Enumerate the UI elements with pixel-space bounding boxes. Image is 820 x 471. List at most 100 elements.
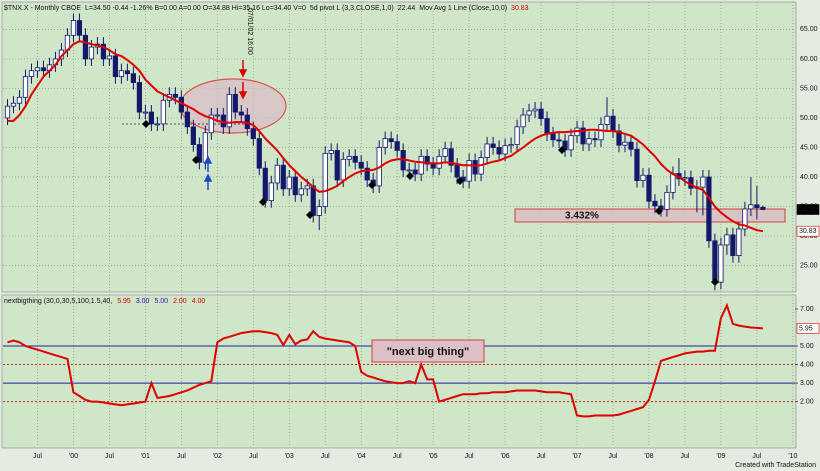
x-tick-label: Jul (321, 453, 330, 460)
candle-body (484, 143, 490, 158)
red-arrows (238, 60, 248, 100)
candle-body (634, 148, 640, 181)
candle-body (136, 82, 142, 113)
support-label: 3.432% (565, 211, 599, 222)
x-tick-label: Jul (393, 453, 402, 460)
y-tick-label: 45.00 (800, 144, 818, 151)
candle-body (754, 204, 760, 209)
price-marker (796, 323, 820, 334)
candle-body (22, 76, 29, 98)
x-tick-label: Jul (105, 453, 114, 460)
candle-body (418, 155, 424, 175)
x-tick-label: '02 (213, 453, 222, 460)
indicator-legend-value: 4.00 (192, 298, 206, 305)
candle-body (70, 20, 77, 36)
candle-body (118, 70, 125, 78)
x-tick-label: '08 (644, 453, 653, 460)
candle-body (442, 148, 448, 157)
candle-body (184, 111, 190, 128)
candle-body (706, 176, 712, 242)
y-tick-label: 40.00 (800, 174, 818, 181)
indicator-line (7, 302, 763, 418)
candle-body (742, 208, 748, 230)
candle-body (250, 128, 256, 140)
candle-body (520, 114, 526, 128)
x-tick-label: '06 (501, 453, 510, 460)
candle-body (388, 138, 394, 142)
candle-body (586, 138, 592, 145)
candle-body (190, 126, 196, 145)
candle-body (682, 177, 688, 180)
candle-body (106, 55, 113, 60)
pivot-name: 5d pivot L (3,3,CLOSE,1,0) (310, 5, 394, 12)
candle-body (394, 141, 400, 151)
pivot-diamond (711, 278, 719, 286)
price-marker-label: 34.50 (799, 206, 817, 213)
x-tick-label: '04 (357, 453, 366, 460)
candle-body (88, 46, 95, 60)
arrow-head (203, 155, 213, 164)
chart-header: $TNX.X - Monthly CBOE L=34.50 -0.44 -1.26… (4, 5, 529, 12)
candle-body (172, 93, 178, 98)
x-tick-label: Jul (537, 453, 546, 460)
price-marker (796, 225, 820, 237)
price-marker-label: 30.83 (799, 228, 817, 235)
candle-body (712, 240, 718, 283)
candle-body (700, 176, 706, 188)
candle-body (124, 70, 130, 75)
candle-body (568, 135, 574, 151)
candle-body (640, 174, 646, 181)
candle-body (616, 130, 622, 146)
blue-arrows (203, 155, 213, 190)
candle-body (196, 144, 202, 163)
candle-body (358, 161, 364, 169)
candle-body (736, 228, 742, 256)
candle-body (748, 204, 754, 210)
candle-body (274, 164, 280, 184)
candle-body (226, 93, 232, 128)
candle-body (34, 67, 41, 72)
x-tick-label: '09 (716, 453, 725, 460)
x-tick-label: '01 (141, 453, 150, 460)
x-tick-label: Jul (177, 453, 186, 460)
candle-body (76, 20, 83, 36)
candle-body (454, 164, 460, 178)
candle-body (340, 158, 346, 181)
x-tick-label: Jul (752, 453, 761, 460)
indicator-panel (1, 294, 797, 449)
indicator-legend-value: 5.95 (117, 298, 131, 305)
pivot-diamond (192, 156, 200, 164)
candle-body (160, 99, 166, 125)
indicator-legend-value: 2.00 (173, 298, 187, 305)
y-tick-label: 60.00 (800, 56, 818, 63)
candle-body (4, 105, 11, 119)
candle-body (16, 96, 23, 104)
x-tick-label: Jul (33, 453, 42, 460)
candle-body (334, 150, 340, 181)
y-tick-label: 2.00 (800, 398, 814, 405)
candle-body (256, 138, 262, 169)
candle-body (652, 200, 658, 207)
footer: Created with TradeStation (735, 462, 816, 469)
price-marker-label: 5.95 (799, 325, 813, 332)
candle-body (280, 164, 286, 190)
support-box (514, 208, 786, 223)
candle-body (598, 124, 604, 141)
candle-body (364, 167, 370, 181)
candle-body (214, 114, 220, 117)
pivot-diamond (406, 172, 414, 180)
candle-body (262, 167, 268, 202)
y-tick-label: 25.00 (800, 262, 818, 269)
candle-body (148, 111, 154, 125)
candle-body (424, 155, 430, 165)
candle-body (316, 206, 322, 216)
x-tick-label: Jul (680, 453, 689, 460)
candle-body (154, 123, 160, 126)
candle-body (532, 108, 538, 112)
candle-body (142, 111, 148, 114)
x-tick-label: Jul (609, 453, 618, 460)
candle-body (328, 150, 334, 154)
candle-body (112, 55, 119, 78)
candle-body (238, 111, 244, 116)
